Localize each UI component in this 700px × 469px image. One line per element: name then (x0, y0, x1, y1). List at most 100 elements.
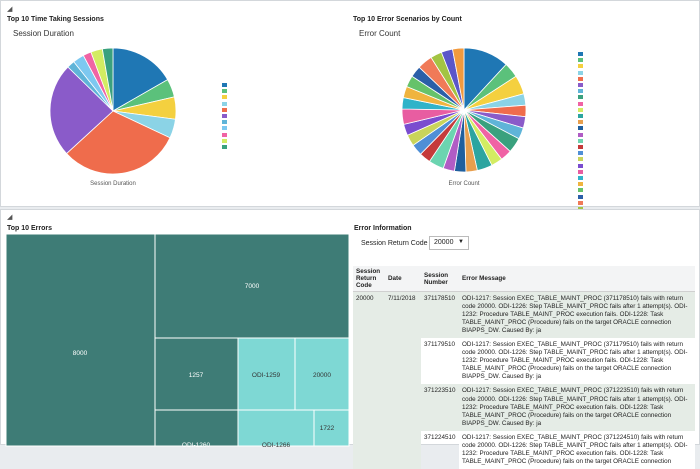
treemap-label-1722: 1722 (320, 425, 335, 432)
cell-error-message: ODI-1217: Session EXEC_TABLE_MAINT_PROC … (459, 291, 695, 339)
triangle-down-icon[interactable]: ◢ (7, 6, 13, 13)
right-pie-caption: Error Count (448, 181, 480, 187)
treemap-title: Top 10 Errors (7, 225, 52, 232)
table-row[interactable]: 371179510 ODI-1217: Session EXEC_TABLE_M… (353, 338, 695, 385)
right-legend-swatch[interactable] (578, 58, 583, 63)
treemap-cell-20000[interactable] (294, 337, 350, 411)
right-legend-swatch[interactable] (578, 95, 583, 100)
col-header-session-number[interactable]: Session Number (421, 266, 459, 292)
left-legend-swatch[interactable] (222, 138, 227, 143)
right-legend-swatch[interactable] (578, 138, 583, 143)
cell-date (385, 338, 421, 385)
treemap-label-odi-1266: ODI-1266 (262, 442, 291, 449)
right-legend-swatch[interactable] (578, 169, 583, 174)
treemap-cell-odi-1260[interactable] (154, 409, 239, 447)
cell-date (385, 384, 421, 431)
cell-return-code (353, 338, 385, 385)
col-header-date[interactable]: Date (385, 266, 421, 292)
session-duration-slice-5[interactable] (49, 66, 114, 155)
right-legend-swatch[interactable] (578, 200, 583, 205)
treemap-cell-1722[interactable] (313, 409, 350, 447)
top-errors-treemap[interactable]: 8000 7000 1257 ODI-1259 20000 1722 ODI-1… (5, 233, 350, 449)
chevron-down-icon: ▼ (458, 239, 464, 245)
treemap-label-odi-1259: ODI-1259 (252, 372, 281, 379)
right-legend-swatch[interactable] (578, 151, 583, 156)
cell-date (385, 430, 421, 469)
right-legend-swatch[interactable] (578, 126, 583, 131)
cell-session-number: 371179510 (424, 341, 456, 349)
cell-session-number: 371223510 (421, 384, 459, 431)
triangle-down-icon[interactable]: ◢ (7, 214, 13, 221)
right-legend-swatch[interactable] (578, 194, 583, 199)
right-legend-swatch[interactable] (578, 145, 583, 149)
treemap-cell-7000[interactable] (154, 233, 350, 339)
right-legend-swatch[interactable] (578, 70, 583, 75)
col-header-return-code[interactable]: Session Return Code (353, 266, 385, 292)
return-code-value: 20000 (434, 239, 454, 246)
right-legend-swatch[interactable] (578, 182, 583, 187)
left-legend-swatch[interactable] (222, 120, 227, 125)
right-legend-swatch[interactable] (578, 101, 583, 106)
right-legend-swatch[interactable] (578, 89, 583, 94)
top-panel: ◢ Top 10 Time Taking Sessions Session Du… (0, 0, 700, 218)
right-section-title: Top 10 Error Scenarios by Count (353, 16, 462, 23)
right-legend-swatch[interactable] (578, 114, 583, 118)
cell-return-code (353, 430, 385, 469)
error-count-slice-27[interactable] (452, 47, 465, 111)
left-legend-swatch[interactable] (222, 101, 227, 106)
bottom-panel: ◢ Top 10 Errors 8000 7000 1257 ODI-1259 … (0, 209, 700, 469)
right-legend-swatch[interactable] (578, 132, 583, 137)
right-legend-swatch[interactable] (578, 107, 583, 112)
error-info-title: Error Information (354, 225, 412, 232)
cell-return-code (353, 384, 385, 431)
right-legend-swatch[interactable] (578, 188, 583, 193)
table-row[interactable]: 20000 7/11/2018 371178510 ODI-1217: Sess… (353, 291, 695, 339)
cell-error-message: ODI-1217: Session EXEC_TABLE_MAINT_PROC … (459, 430, 695, 469)
left-chart-title: Session Duration (13, 29, 74, 38)
table-row[interactable]: 371224510 ODI-1217: Session EXEC_TABLE_M… (353, 430, 695, 469)
session-duration-slice-0[interactable] (112, 47, 169, 112)
right-legend-swatch[interactable] (578, 176, 583, 180)
table-row[interactable]: 371223510 ODI-1217: Session EXEC_TABLE_M… (353, 384, 695, 431)
left-legend-swatch[interactable] (222, 83, 227, 87)
session-duration-pie[interactable] (49, 47, 177, 175)
right-legend-swatch[interactable] (578, 64, 583, 69)
left-legend-swatch[interactable] (222, 107, 227, 112)
session-duration-slice-4[interactable] (65, 110, 171, 175)
treemap-cell-odi-1259[interactable] (237, 337, 296, 411)
right-legend-swatch[interactable] (578, 76, 583, 81)
left-legend-swatch[interactable] (222, 126, 227, 131)
left-legend-swatch[interactable] (222, 114, 227, 118)
treemap-label-7000: 7000 (245, 283, 260, 290)
right-legend-swatch[interactable] (578, 157, 583, 162)
cell-session-number: 371224510 (424, 433, 456, 441)
left-legend-swatch[interactable] (222, 95, 227, 100)
return-code-label: Session Return Code (361, 240, 428, 247)
cell-session-number: 371178510 (421, 291, 459, 339)
treemap-label-8000: 8000 (73, 350, 88, 357)
right-legend-swatch[interactable] (578, 52, 583, 56)
right-legend-swatch[interactable] (578, 163, 583, 168)
left-legend-swatch[interactable] (222, 89, 227, 94)
left-legend-swatch[interactable] (222, 145, 227, 149)
cell-return-code: 20000 (353, 291, 385, 339)
treemap-label-20000: 20000 (313, 372, 331, 379)
cell-error-message: ODI-1217: Session EXEC_TABLE_MAINT_PROC … (459, 338, 695, 385)
right-legend-swatch[interactable] (578, 120, 583, 125)
right-chart-title: Error Count (359, 29, 401, 38)
cell-error-message: ODI-1217: Session EXEC_TABLE_MAINT_PROC … (459, 384, 695, 431)
right-legend-swatch[interactable] (578, 83, 583, 87)
error-table: Session Return Code Date Session Number … (353, 266, 695, 469)
left-pie-caption: Session Duration (90, 181, 136, 187)
cell-date: 7/11/2018 (385, 291, 421, 339)
treemap-cell-odi-1266[interactable] (237, 409, 315, 447)
session-duration-slice-10[interactable] (101, 47, 114, 112)
left-legend-swatch[interactable] (222, 132, 227, 137)
col-header-error-message[interactable]: Error Message (459, 266, 695, 292)
error-count-pie[interactable] (401, 47, 527, 173)
table-header-row: Session Return Code Date Session Number … (353, 266, 695, 292)
treemap-label-odi-1260: ODI-1260 (182, 442, 211, 449)
return-code-select[interactable]: 20000 ▼ (429, 236, 469, 250)
treemap-cell-8000[interactable] (5, 233, 156, 447)
treemap-label-1257: 1257 (189, 372, 204, 379)
